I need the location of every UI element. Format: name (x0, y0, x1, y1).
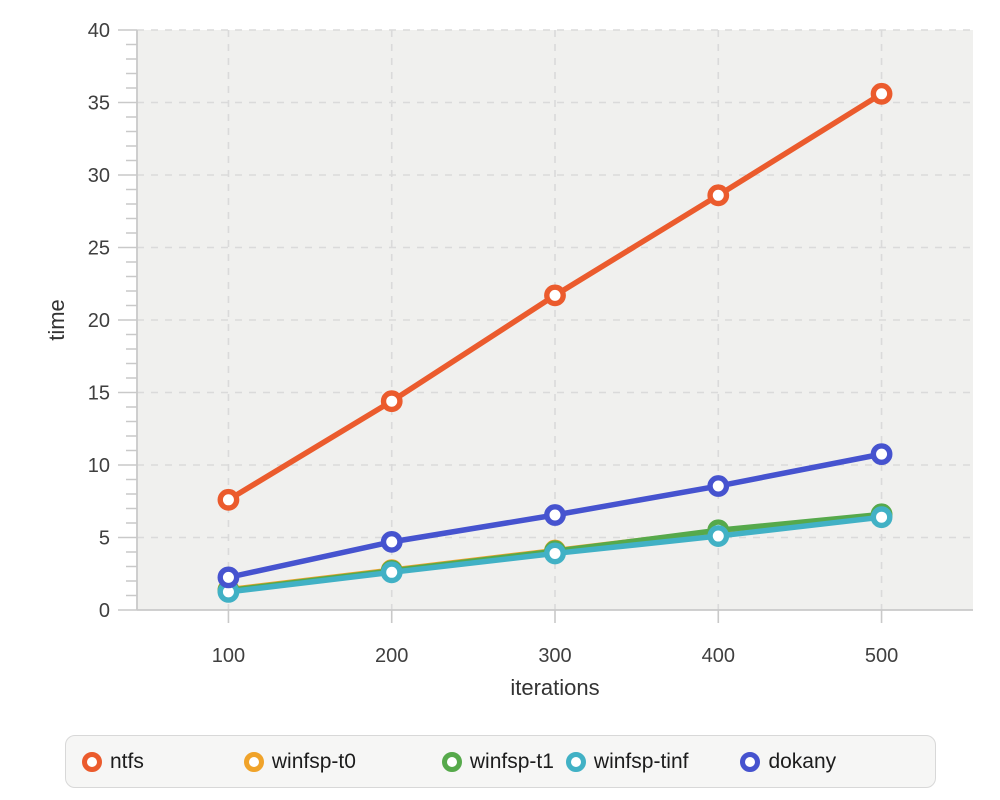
legend: ntfs winfsp-t0 winfsp-t1 winfsp-tinf dokany (65, 735, 936, 788)
x-tick-label: 300 (538, 645, 571, 667)
legend-label: ntfs (110, 749, 144, 773)
line-chart: 0 5 10 15 20 25 30 35 40 100 200 300 400 500 (88, 20, 973, 667)
y-tick-label: 35 (88, 93, 110, 115)
marker-winfsp-tinf (380, 561, 403, 584)
marker-ntfs (870, 82, 893, 105)
x-axis-title: iterations (510, 675, 600, 700)
marker-dokany (380, 530, 403, 553)
marker-winfsp-tinf (707, 525, 730, 547)
legend-label: winfsp-t1 (469, 749, 554, 773)
y-tick-label: 40 (88, 20, 110, 42)
y-tick-label: 0 (99, 600, 110, 622)
marker-ntfs (380, 390, 403, 413)
y-tick-label: 30 (88, 165, 110, 187)
marker-winfsp-tinf (870, 506, 893, 529)
legend-item-winfsp-tinf: winfsp-tinf (565, 749, 689, 774)
marker-dokany (217, 566, 240, 589)
y-tick-label: 15 (88, 383, 110, 405)
y-tick-label: 25 (88, 238, 110, 260)
marker-dokany (870, 443, 893, 466)
legend-item-winfsp-t1: winfsp-t1 (441, 749, 554, 774)
x-tick-label: 400 (702, 645, 735, 667)
legend-label: dokany (768, 749, 837, 773)
x-tick-label: 200 (375, 645, 408, 667)
legend-marker-icon (740, 751, 761, 772)
legend-marker-icon (243, 751, 264, 772)
legend-label: winfsp-t0 (271, 749, 356, 773)
y-tick-label: 10 (88, 455, 110, 477)
legend-label: winfsp-tinf (593, 749, 689, 773)
x-tick-label: 500 (865, 645, 898, 667)
marker-dokany (544, 504, 566, 526)
legend-item-ntfs: ntfs (82, 750, 144, 774)
legend-item-dokany: dokany (740, 750, 836, 774)
legend-marker-icon (82, 751, 102, 772)
legend-marker-icon (565, 751, 586, 772)
marker-ntfs (544, 284, 566, 307)
marker-ntfs (217, 488, 240, 511)
marker-ntfs (707, 184, 730, 207)
y-tick-label: 20 (88, 310, 110, 332)
x-tick-label: 100 (212, 645, 245, 667)
legend-item-winfsp-t0: winfsp-t0 (243, 749, 356, 774)
legend-marker-icon (441, 751, 462, 772)
marker-dokany (707, 475, 730, 497)
marker-winfsp-tinf (544, 542, 566, 565)
y-axis-title: time (44, 299, 69, 341)
y-tick-label: 5 (99, 528, 110, 550)
